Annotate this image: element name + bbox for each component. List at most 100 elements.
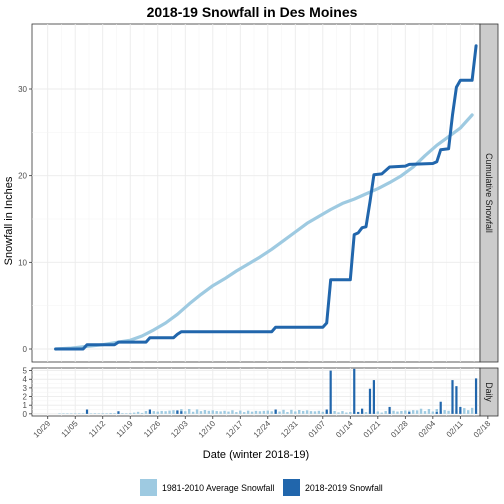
daily-grid [32,368,489,416]
cumulative-y-tick-label: 10 [18,258,27,267]
average-daily-bar [364,412,368,414]
average-daily-bar [243,412,246,414]
average-daily-bar [298,409,301,414]
average-daily-bar [349,411,352,414]
average-daily-bar [211,410,214,414]
average-daily-bar [136,411,140,414]
current-daily-bar [408,412,411,414]
cumulative-strip-label: Cumulative Snowfall [484,153,494,233]
average-daily-bar [109,412,112,414]
current-daily-bar [372,380,375,414]
legend: 1981-2010 Average Snowfall 2018-2019 Sno… [140,479,383,496]
average-daily-bar [250,411,254,414]
daily-y-tick-label: 0 [23,410,28,419]
average-daily-bar [313,411,317,414]
average-daily-bar [160,410,163,414]
average-daily-bar [392,410,395,414]
average-daily-bar [447,410,450,414]
daily-y-tick-label: 4 [23,375,28,384]
cumulative-y-tick-label: 20 [18,172,27,181]
x-tick-label: 12/31 [279,419,300,440]
average-daily-bar [235,412,238,414]
average-daily-bar [140,412,144,414]
current-daily-bar [388,406,391,414]
average-daily-bar [74,413,77,414]
x-tick-label: 11/19 [115,419,135,439]
y-axis-label: Snowfall in Inches [3,176,15,265]
average-daily-bar [294,411,297,414]
x-tick-label: 02/18 [472,419,493,440]
average-daily-bar [301,410,305,414]
current-daily-bar [353,368,356,414]
average-daily-bar [427,408,431,414]
average-daily-bar [125,413,128,414]
current-daily-bar [474,378,478,414]
average-daily-bar [168,410,171,414]
average-daily-bar [129,413,132,414]
daily-y-tick-label: 5 [23,367,28,376]
daily-series [58,368,478,414]
x-tick-label: 12/17 [224,419,245,440]
cumulative-panel: 0 10 20 30 Cumulative Snowfall [18,23,499,363]
average-daily-bar [156,411,159,414]
average-snowfall-line [54,113,474,351]
average-daily-bar [62,413,65,414]
average-daily-bar [70,413,73,414]
average-daily-bar [396,411,399,414]
average-daily-bar [172,410,175,414]
average-daily-bar [411,410,415,414]
x-tick-label: 10/29 [32,419,53,440]
average-daily-bar [443,410,446,414]
average-daily-bar [309,411,313,414]
x-tick-label: 11/05 [60,419,80,439]
current-daily-bar [357,412,360,414]
legend-key-average [140,479,157,496]
cumulative-y-tick-label: 30 [18,85,27,94]
average-daily-bar [270,411,273,414]
cumulative-grid [32,24,489,362]
average-daily-bar [215,411,218,414]
average-daily-bar [231,410,234,414]
average-daily-bar [81,413,85,414]
x-tick-label: 02/04 [417,419,438,440]
daily-strip-label: Daily [484,382,494,402]
average-daily-bar [345,412,348,414]
x-tick-label: 11/26 [142,419,162,439]
average-daily-bar [184,411,187,414]
average-daily-bar [191,411,195,414]
legend-label-current: 2018-2019 Snowfall [305,483,383,493]
x-tick-label: 12/03 [169,419,190,440]
x-tick-label: 01/14 [334,419,355,440]
average-daily-bar [97,413,101,414]
current-daily-bar [329,370,332,414]
average-daily-bar [400,410,403,414]
average-daily-bar [419,408,423,414]
x-tick-label: 02/11 [445,419,465,439]
x-axis-label: Date (winter 2018-19) [203,449,309,461]
x-tick-label: 01/28 [389,419,410,440]
average-daily-bar [89,413,93,414]
average-daily-bar [467,410,470,414]
average-daily-bar [282,409,285,414]
current-daily-bar [451,380,454,414]
average-daily-bar [333,411,336,414]
cumulative-series [54,44,478,351]
x-tick-label: 11/12 [87,419,107,439]
average-daily-bar [66,413,69,414]
current-daily-bar [361,408,364,414]
cumulative-strip [479,23,499,363]
average-daily-bar [77,413,81,414]
current-daily-bar [274,409,277,414]
current-daily-bar [435,412,438,414]
average-daily-bar [105,413,108,414]
average-daily-bar [258,411,262,414]
average-daily-bar [463,408,466,414]
current-daily-bar [117,411,120,414]
average-daily-bar [58,413,61,414]
average-daily-bar [144,411,148,414]
average-daily-bar [132,412,136,414]
x-axis: 10/29 11/05 11/12 11/19 11/26 12/03 12/10 12/17… [32,416,493,440]
cumulative-y-axis: 0 10 20 30 [18,85,32,354]
average-daily-bar [305,410,309,414]
cumulative-y-tick-label: 0 [23,345,28,354]
